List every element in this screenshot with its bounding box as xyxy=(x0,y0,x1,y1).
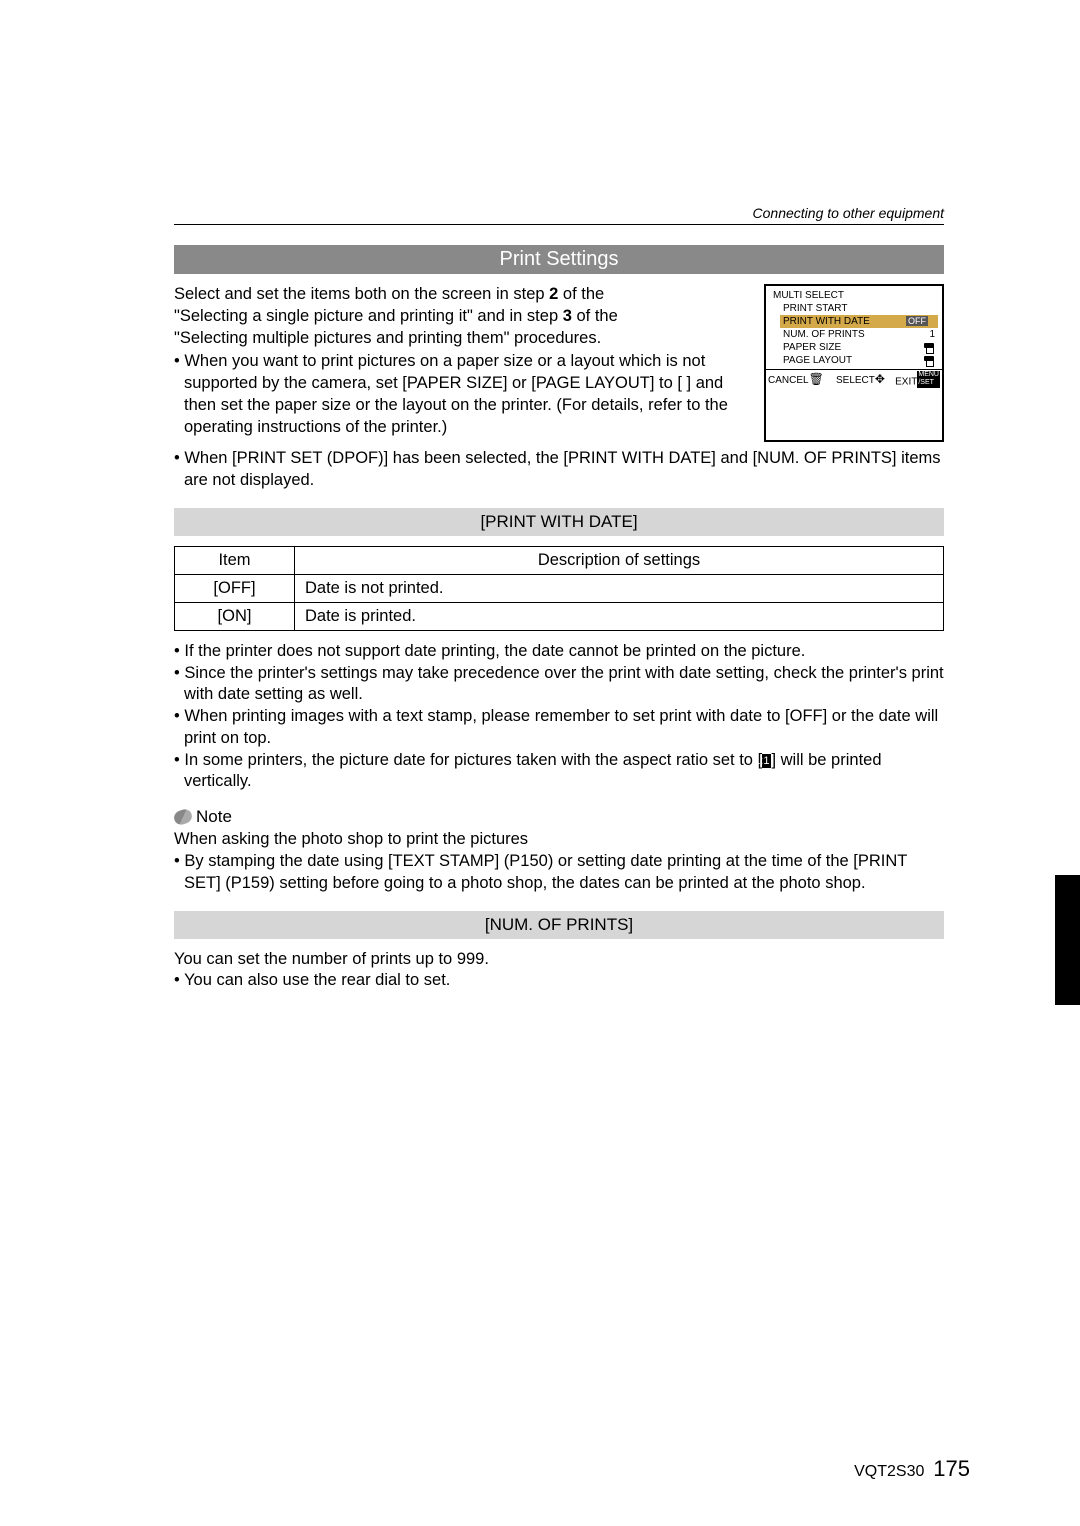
exit-label: EXIT xyxy=(895,376,917,387)
intro-text: Select and set the items both on the scr… xyxy=(174,284,752,442)
screen-row-paper-size: PAPER SIZE xyxy=(780,341,938,354)
screen-label: NUM. OF PRINTS xyxy=(783,328,865,341)
note-header: Note xyxy=(174,807,944,827)
section-title: Print Settings xyxy=(174,245,944,274)
footer-code: VQT2S30 xyxy=(854,1463,924,1480)
screen-label: PAGE LAYOUT xyxy=(783,354,852,367)
side-tab xyxy=(1055,875,1080,1005)
screen-title: MULTI SELECT xyxy=(770,289,938,302)
intro-line3: "Selecting multiple pictures and printin… xyxy=(174,329,601,347)
screen-row-print-start: PRINT START xyxy=(780,302,938,315)
page-footer: VQT2S30 175 xyxy=(854,1456,970,1482)
screen-row-page-layout: PAGE LAYOUT xyxy=(780,354,938,367)
table-cell-item: [OFF] xyxy=(175,574,295,602)
screen-row-num-prints: NUM. OF PRINTS 1 xyxy=(780,328,938,341)
header-rule xyxy=(174,224,944,225)
trash-icon: 🗑 xyxy=(809,372,824,386)
select-arrows-icon: ✥ xyxy=(875,372,883,386)
off-badge: OFF xyxy=(906,316,928,326)
table-header-desc: Description of settings xyxy=(295,546,944,574)
screen-label: PRINT WITH DATE xyxy=(783,315,870,328)
screen-footer: CANCEL🗑 SELECT✥ EXITMENU/SET xyxy=(766,369,942,389)
table-header-row: Item Description of settings xyxy=(175,546,944,574)
breadcrumb: Connecting to other equipment xyxy=(174,205,944,221)
print-with-date-title: [PRINT WITH DATE] xyxy=(174,508,944,536)
pwd-bullet-1: • If the printer does not support date p… xyxy=(174,641,944,663)
intro-line2a: "Selecting a single picture and printing… xyxy=(174,307,563,325)
select-label: SELECT xyxy=(836,375,875,386)
bullet-2: • When [PRINT SET (DPOF)] has been selec… xyxy=(174,448,944,492)
cancel-label: CANCEL xyxy=(768,375,809,386)
screen-label: PRINT START xyxy=(783,302,847,315)
menu-set-badge: MENU/SET xyxy=(917,371,940,388)
table-row: [OFF] Date is not printed. xyxy=(175,574,944,602)
printer-icon xyxy=(923,356,935,365)
bullet-1: • When you want to print pictures on a p… xyxy=(174,351,752,438)
screen-label: PAPER SIZE xyxy=(783,341,841,354)
intro-line2b: of the xyxy=(572,307,618,325)
num-of-prints-title: [NUM. OF PRINTS] xyxy=(174,911,944,939)
nop-line2: • You can also use the rear dial to set. xyxy=(174,970,944,992)
intro-line1a: Select and set the items both on the scr… xyxy=(174,285,549,303)
table-cell-desc: Date is printed. xyxy=(295,602,944,630)
nop-line1: You can set the number of prints up to 9… xyxy=(174,949,944,971)
settings-table: Item Description of settings [OFF] Date … xyxy=(174,546,944,631)
screen-row-print-with-date: PRINT WITH DATE OFF xyxy=(780,315,938,328)
pwd-bullet-4: • In some printers, the picture date for… xyxy=(174,750,944,794)
printer-icon xyxy=(923,343,935,352)
camera-screen: MULTI SELECT PRINT START PRINT WITH DATE… xyxy=(764,284,944,442)
intro-line1b: of the xyxy=(558,285,604,303)
table-cell-desc: Date is not printed. xyxy=(295,574,944,602)
screen-value: 1 xyxy=(929,328,935,341)
pwd-bullet-3: • When printing images with a text stamp… xyxy=(174,706,944,750)
note-icon xyxy=(172,808,194,827)
chevron-right-icon xyxy=(930,317,935,325)
intro-step2: 2 xyxy=(549,285,558,303)
pwd-bullet-2: • Since the printer's settings may take … xyxy=(174,663,944,707)
aspect-bullet-a: • In some printers, the picture date for… xyxy=(174,751,762,769)
table-row: [ON] Date is printed. xyxy=(175,602,944,630)
page-number: 175 xyxy=(933,1456,970,1481)
table-header-item: Item xyxy=(175,546,295,574)
note-heading: When asking the photo shop to print the … xyxy=(174,830,528,848)
note-label-text: Note xyxy=(196,807,232,827)
intro-step3: 3 xyxy=(563,307,572,325)
note-body: • By stamping the date using [TEXT STAMP… xyxy=(174,851,944,895)
table-cell-item: [ON] xyxy=(175,602,295,630)
